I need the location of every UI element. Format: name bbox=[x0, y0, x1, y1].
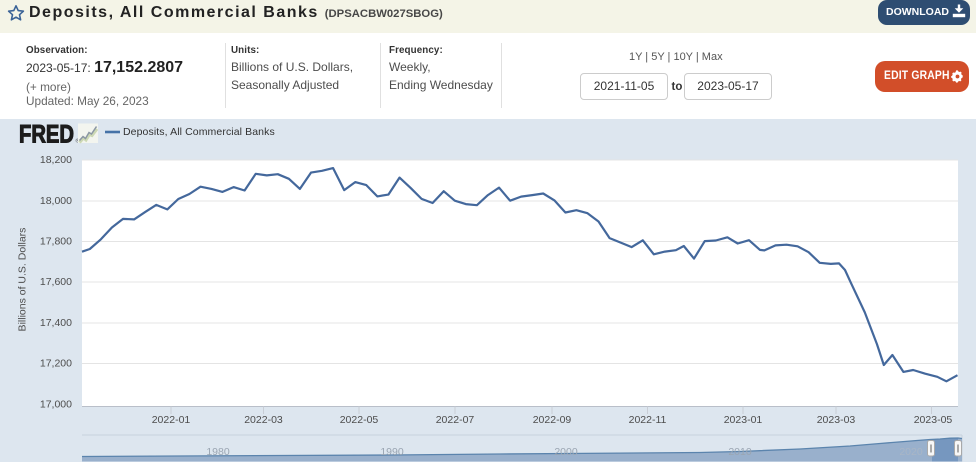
svg-text:17,600: 17,600 bbox=[40, 276, 72, 288]
svg-text:17,200: 17,200 bbox=[40, 358, 72, 370]
svg-text:FRED: FRED bbox=[19, 121, 74, 148]
svg-text:2000: 2000 bbox=[554, 446, 578, 458]
svg-text:2023-01: 2023-01 bbox=[724, 414, 763, 426]
svg-text:2023-05: 2023-05 bbox=[914, 414, 953, 426]
svg-text:2022-09: 2022-09 bbox=[533, 414, 572, 426]
svg-text:2022-07: 2022-07 bbox=[436, 414, 475, 426]
svg-text:17,000: 17,000 bbox=[40, 399, 72, 411]
svg-text:17,400: 17,400 bbox=[40, 317, 72, 329]
svg-text:1990: 1990 bbox=[380, 446, 404, 458]
svg-text:Billions of U.S. Dollars: Billions of U.S. Dollars bbox=[17, 228, 29, 332]
svg-text:2023-03: 2023-03 bbox=[817, 414, 856, 426]
svg-text:®: ® bbox=[76, 138, 80, 145]
svg-text:2022-11: 2022-11 bbox=[629, 414, 667, 426]
svg-text:18,000: 18,000 bbox=[40, 195, 72, 207]
svg-text:2010: 2010 bbox=[728, 446, 752, 458]
svg-text:18,200: 18,200 bbox=[40, 154, 72, 166]
svg-text:2022-05: 2022-05 bbox=[340, 414, 379, 426]
svg-text:2020: 2020 bbox=[899, 446, 923, 458]
svg-text:2022-03: 2022-03 bbox=[244, 414, 283, 426]
svg-text:17,800: 17,800 bbox=[40, 236, 72, 248]
svg-text:1980: 1980 bbox=[206, 446, 230, 458]
svg-text:2022-01: 2022-01 bbox=[152, 414, 191, 426]
